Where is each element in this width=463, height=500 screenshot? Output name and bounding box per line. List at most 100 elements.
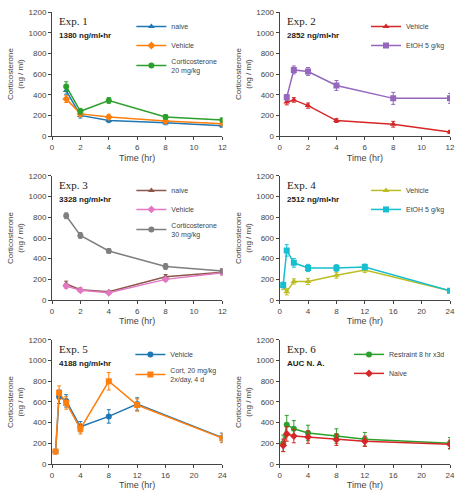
svg-text:1200: 1200 bbox=[256, 8, 274, 17]
svg-text:Corticosterone(ng / ml): Corticosterone(ng / ml) bbox=[6, 48, 25, 101]
svg-text:Corticosterone(ng / ml): Corticosterone(ng / ml) bbox=[234, 211, 253, 264]
svg-text:10: 10 bbox=[190, 143, 199, 152]
svg-text:16: 16 bbox=[161, 471, 170, 480]
svg-text:1200: 1200 bbox=[256, 336, 274, 345]
svg-text:4: 4 bbox=[334, 143, 339, 152]
svg-text:800: 800 bbox=[33, 213, 47, 222]
svg-text:12: 12 bbox=[360, 307, 369, 316]
svg-text:800: 800 bbox=[261, 49, 275, 58]
svg-text:10: 10 bbox=[190, 307, 199, 316]
svg-text:Corticosterone(ng / ml): Corticosterone(ng / ml) bbox=[6, 211, 25, 264]
svg-text:1000: 1000 bbox=[29, 192, 47, 201]
svg-text:2: 2 bbox=[306, 143, 311, 152]
svg-text:1380 ng/ml•hr: 1380 ng/ml•hr bbox=[59, 31, 111, 40]
svg-text:800: 800 bbox=[261, 213, 275, 222]
svg-text:0: 0 bbox=[277, 307, 282, 316]
svg-text:600: 600 bbox=[261, 234, 275, 243]
svg-text:600: 600 bbox=[33, 234, 47, 243]
svg-text:4: 4 bbox=[107, 143, 112, 152]
svg-text:Exp. 1: Exp. 1 bbox=[59, 15, 88, 27]
svg-text:200: 200 bbox=[261, 111, 275, 120]
svg-text:400: 400 bbox=[33, 418, 47, 427]
svg-text:Exp. 3: Exp. 3 bbox=[59, 179, 88, 191]
svg-text:16: 16 bbox=[389, 307, 398, 316]
svg-text:8: 8 bbox=[163, 307, 168, 316]
svg-text:4: 4 bbox=[306, 307, 311, 316]
svg-text:600: 600 bbox=[33, 398, 47, 407]
svg-text:20: 20 bbox=[190, 471, 199, 480]
svg-text:6: 6 bbox=[135, 307, 140, 316]
svg-text:Naive: Naive bbox=[389, 370, 407, 377]
svg-text:8: 8 bbox=[163, 143, 168, 152]
svg-text:Time (hr): Time (hr) bbox=[119, 153, 155, 163]
svg-text:4: 4 bbox=[78, 471, 83, 480]
svg-text:200: 200 bbox=[33, 111, 47, 120]
svg-text:Vehicle: Vehicle bbox=[171, 206, 194, 213]
svg-text:0: 0 bbox=[42, 296, 47, 305]
svg-text:4188 ng/ml•hr: 4188 ng/ml•hr bbox=[59, 359, 111, 368]
svg-text:600: 600 bbox=[261, 398, 275, 407]
svg-text:Time (hr): Time (hr) bbox=[347, 316, 383, 326]
svg-text:4: 4 bbox=[107, 307, 112, 316]
svg-text:12: 12 bbox=[133, 471, 142, 480]
svg-text:1000: 1000 bbox=[256, 28, 274, 37]
svg-text:1200: 1200 bbox=[29, 172, 47, 181]
svg-text:12: 12 bbox=[360, 471, 369, 480]
svg-text:2852 ng/ml•hr: 2852 ng/ml•hr bbox=[287, 31, 339, 40]
svg-text:400: 400 bbox=[33, 254, 47, 263]
svg-text:1000: 1000 bbox=[29, 356, 47, 365]
svg-text:Vehicle: Vehicle bbox=[406, 23, 429, 30]
svg-text:800: 800 bbox=[33, 377, 47, 386]
svg-text:4: 4 bbox=[306, 471, 311, 480]
svg-text:8: 8 bbox=[334, 471, 339, 480]
svg-text:12: 12 bbox=[218, 143, 227, 152]
svg-text:24: 24 bbox=[446, 471, 455, 480]
svg-text:24: 24 bbox=[446, 307, 455, 316]
svg-text:0: 0 bbox=[270, 132, 275, 141]
svg-text:Time (hr): Time (hr) bbox=[119, 480, 155, 490]
svg-text:6: 6 bbox=[135, 143, 140, 152]
svg-text:1200: 1200 bbox=[29, 8, 47, 17]
svg-text:400: 400 bbox=[261, 91, 275, 100]
svg-text:0: 0 bbox=[270, 460, 275, 469]
svg-text:200: 200 bbox=[261, 275, 275, 284]
svg-text:20: 20 bbox=[417, 307, 426, 316]
svg-text:16: 16 bbox=[389, 471, 398, 480]
svg-text:12: 12 bbox=[218, 307, 227, 316]
svg-text:8: 8 bbox=[334, 307, 339, 316]
svg-text:Restraint 8 hr x3d: Restraint 8 hr x3d bbox=[389, 351, 444, 358]
svg-text:8: 8 bbox=[107, 471, 112, 480]
svg-text:12: 12 bbox=[446, 143, 455, 152]
svg-text:400: 400 bbox=[261, 254, 275, 263]
svg-text:1200: 1200 bbox=[29, 336, 47, 345]
svg-text:Corticosterone(ng / ml): Corticosterone(ng / ml) bbox=[6, 375, 25, 428]
svg-text:Exp. 4: Exp. 4 bbox=[287, 179, 316, 191]
svg-text:Corticosterone20 mg/kg: Corticosterone20 mg/kg bbox=[171, 58, 217, 75]
svg-text:8: 8 bbox=[391, 143, 396, 152]
svg-text:Corticosterone30 mg/kg: Corticosterone30 mg/kg bbox=[171, 222, 217, 239]
svg-text:Time (hr): Time (hr) bbox=[347, 153, 383, 163]
svg-text:naive: naive bbox=[171, 23, 188, 30]
svg-text:800: 800 bbox=[261, 377, 275, 386]
svg-text:EtOH 5 g/kg: EtOH 5 g/kg bbox=[406, 206, 444, 214]
svg-text:800: 800 bbox=[33, 49, 47, 58]
svg-text:Time (hr): Time (hr) bbox=[119, 316, 155, 326]
svg-text:Vehicle: Vehicle bbox=[171, 42, 194, 49]
svg-text:naive: naive bbox=[171, 187, 188, 194]
svg-text:10: 10 bbox=[417, 143, 426, 152]
svg-text:EtOH 5 g/kg: EtOH 5 g/kg bbox=[406, 42, 444, 50]
svg-text:200: 200 bbox=[261, 439, 275, 448]
svg-text:2512 ng/ml•hr: 2512 ng/ml•hr bbox=[287, 195, 339, 204]
svg-text:1000: 1000 bbox=[256, 192, 274, 201]
svg-text:Exp. 2: Exp. 2 bbox=[287, 15, 316, 27]
svg-text:6: 6 bbox=[363, 143, 368, 152]
svg-text:0: 0 bbox=[50, 471, 55, 480]
svg-text:1000: 1000 bbox=[256, 356, 274, 365]
svg-text:AUC N. A.: AUC N. A. bbox=[287, 359, 324, 368]
svg-text:1200: 1200 bbox=[256, 172, 274, 181]
svg-text:0: 0 bbox=[42, 460, 47, 469]
svg-text:0: 0 bbox=[270, 296, 275, 305]
svg-text:200: 200 bbox=[33, 275, 47, 284]
svg-text:3328 ng/ml•hr: 3328 ng/ml•hr bbox=[59, 195, 111, 204]
svg-text:Corticosterone(ng / ml): Corticosterone(ng / ml) bbox=[234, 48, 253, 101]
